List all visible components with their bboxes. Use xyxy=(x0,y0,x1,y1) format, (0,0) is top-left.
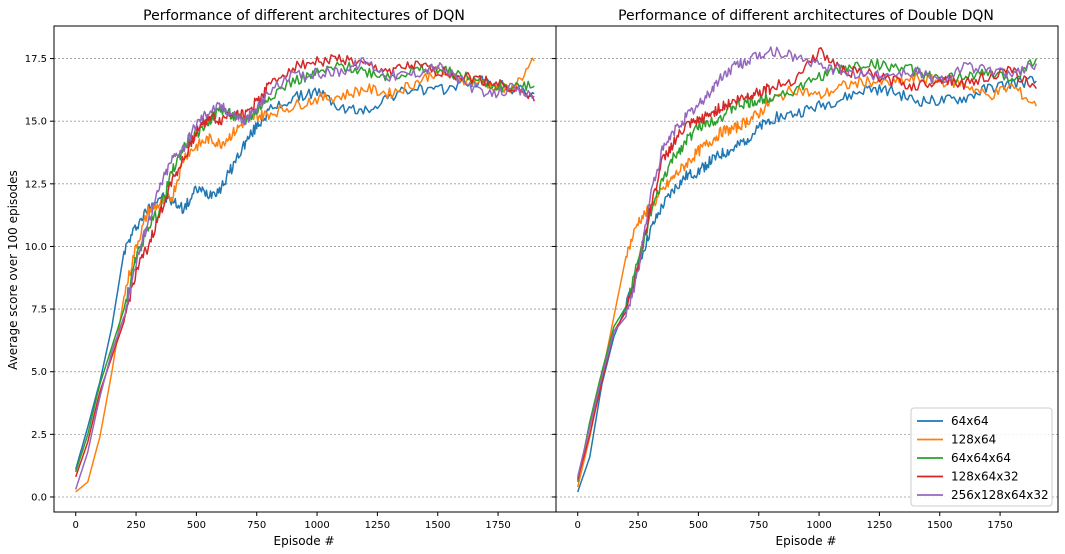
double-dqn-xtick-label-4: 1000 xyxy=(806,520,831,531)
dqn-ytick-label-0: 0.0 xyxy=(31,492,47,503)
panel-double-dqn: Performance of different architectures o… xyxy=(552,8,1059,548)
legend-label-64x64: 64x64 xyxy=(951,414,989,428)
panel-double-dqn-plot: 0 250 500 750 1000 1250 1500 1750 xyxy=(552,25,1059,531)
dqn-xtick-label-4: 1000 xyxy=(304,520,329,531)
panel-dqn-title: Performance of different architectures o… xyxy=(143,8,465,24)
panel-dqn-plot: 0 250 500 750 1000 1250 1500 1750 0.0 2.5 5.0 7.5 10… xyxy=(25,25,557,531)
legend-box xyxy=(910,407,1053,507)
dqn-ytick-label-5: 12.5 xyxy=(25,179,47,190)
double-dqn-series-64x64x64 xyxy=(576,58,1037,483)
legend-label-256x128x64x32: 256x128x64x32 xyxy=(951,488,1049,502)
dqn-xtick-label-5: 1250 xyxy=(365,520,390,531)
legend-label-64x64x64: 64x64x64 xyxy=(951,451,1011,465)
legend-label-128x64: 128x64 xyxy=(951,433,996,447)
double-dqn-xtick-label-0: 0 xyxy=(575,520,581,531)
double-dqn-xtick-label-2: 500 xyxy=(689,520,708,531)
dqn-xtick-label-7: 1750 xyxy=(485,520,510,531)
dqn-xtick-label-0: 0 xyxy=(73,520,79,531)
dqn-series-256x128x64x32 xyxy=(74,57,535,490)
legend-label-128x64x32: 128x64x32 xyxy=(951,470,1019,484)
dqn-xtick-label-3: 750 xyxy=(247,520,266,531)
dqn-ytick-label-6: 15.0 xyxy=(25,117,47,128)
dqn-ytick-label-1: 2.5 xyxy=(31,430,47,441)
legend: 64x64 128x64 64x64x64 128x64x32 256x128x64x3… xyxy=(910,407,1053,507)
double-dqn-xtick-label-5: 1250 xyxy=(867,520,892,531)
dqn-xtick-label-2: 500 xyxy=(187,520,206,531)
panel-dqn-xlabel: Episode # xyxy=(274,534,335,548)
double-dqn-xtick-label-3: 750 xyxy=(749,520,768,531)
dqn-series-64x64 xyxy=(74,75,535,470)
dqn-ytick-label-4: 10.0 xyxy=(25,242,47,253)
double-dqn-xtick-label-1: 250 xyxy=(629,520,648,531)
dqn-series-128x64 xyxy=(75,57,535,493)
dqn-ytick-label-7: 17.5 xyxy=(25,54,47,65)
double-dqn-xtick-label-6: 1500 xyxy=(927,520,952,531)
double-dqn-series-256x128x64x32 xyxy=(576,46,1038,478)
panel-dqn-ylabel: Average score over 100 episodes xyxy=(6,170,20,370)
dqn-ytick-label-3: 7.5 xyxy=(31,305,47,316)
double-dqn-axes-frame xyxy=(555,25,1059,513)
panel-double-dqn-title: Performance of different architectures o… xyxy=(618,8,994,24)
dqn-xtick-label-1: 250 xyxy=(127,520,146,531)
panel-dqn: Performance of different architectures o… xyxy=(6,8,557,548)
panel-double-dqn-xlabel: Episode # xyxy=(776,534,837,548)
double-dqn-xtick-label-7: 1750 xyxy=(987,520,1012,531)
dqn-xtick-label-6: 1500 xyxy=(425,520,450,531)
dqn-ytick-label-2: 5.0 xyxy=(31,367,47,378)
